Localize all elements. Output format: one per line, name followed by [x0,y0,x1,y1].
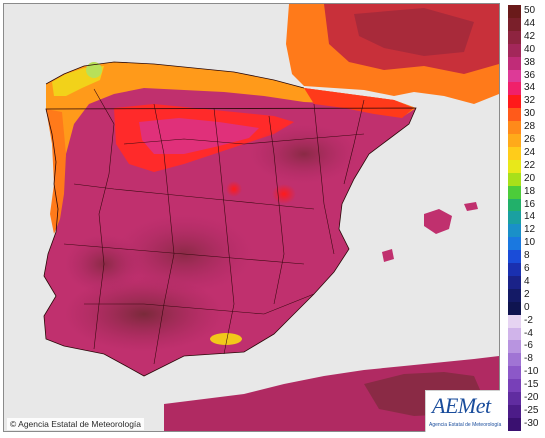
mallorca-island [424,209,452,234]
galicia-green-patch [86,62,102,78]
legend-swatch [508,314,521,328]
ibiza-island [382,249,394,262]
iberian-system-red [272,184,296,204]
legend-swatch [508,211,521,225]
legend-label: 8 [524,250,530,262]
legend-swatch [508,327,521,341]
legend-swatch [508,185,521,199]
legend-label: 10 [524,237,536,249]
pyrenees-band [304,88,414,118]
legend-label: 4 [524,275,530,287]
legend-swatch [508,224,521,238]
sierra-nevada-cool-zone [210,333,242,345]
legend-label: 50 [524,5,536,16]
legend-label: 34 [524,82,536,94]
legend-label: -4 [524,327,533,339]
legend-label: 2 [524,288,530,300]
legend-label: -8 [524,353,533,365]
legend-swatch [508,301,521,316]
legend-swatch [508,198,521,212]
aemet-logo: AEMet Agencia Estatal de Meteorología [425,390,502,432]
legend-label: 40 [524,43,536,55]
portugal-coast-strip [46,109,66,234]
legend-swatch [508,95,521,109]
legend-label: 12 [524,224,536,236]
legend-swatch [508,237,521,251]
legend-swatch [508,404,521,419]
aemet-logo-subtitle: Agencia Estatal de Meteorología [429,422,502,428]
legend-swatch [508,17,521,32]
legend-label: 38 [524,56,536,68]
legend-label: -15 [524,379,539,391]
legend-label: 32 [524,95,536,107]
legend-label: 18 [524,185,536,197]
guadalquivir-hot-zone [64,276,224,352]
legend-swatch [508,134,521,148]
legend-label: -25 [524,404,539,416]
legend-swatch [508,121,521,135]
legend-swatch [508,417,521,432]
temperature-legend: 50 44 42 40 38 36 34 32 30 28 26 24 22 20 18 16 14 12 10 8 6… [508,5,545,435]
legend-swatch [508,146,521,161]
legend-swatch [508,379,521,393]
legend-label: 16 [524,198,536,210]
legend-label: 0 [524,301,530,313]
aemet-logo-mark: AEMet [432,393,491,418]
map-canvas [4,4,499,431]
copyright-notice: © Agencia Estatal de Meteorología [7,418,145,430]
legend-swatch [508,366,521,380]
legend-swatch [508,288,521,303]
legend-label: -6 [524,340,533,352]
legend-swatch [508,250,521,264]
legend-label: -20 [524,392,539,403]
legend-label: -30 [524,417,539,429]
legend-label: 14 [524,211,536,223]
legend-swatch [508,159,521,174]
province-borders [63,88,365,365]
legend-swatch [508,108,521,122]
legend-swatch [508,340,521,354]
legend-swatch [508,30,521,45]
temperature-map [3,3,500,432]
legend-label: 42 [524,30,536,42]
legend-label: 20 [524,172,536,184]
legend-label: 26 [524,134,536,145]
ebro-hot-zone [249,124,359,184]
legend-label: -10 [524,366,539,378]
legend-label: 44 [524,17,536,29]
legend-label: 6 [524,263,530,274]
central-red-spot [226,181,242,197]
legend-swatch [508,353,521,367]
legend-swatch [508,5,521,19]
legend-label: 36 [524,69,536,81]
legend-swatch [508,69,521,83]
legend-swatch [508,43,521,58]
legend-swatch [508,56,521,70]
legend-label: 28 [524,121,536,133]
menorca-island [464,202,478,211]
legend-swatch [508,275,521,290]
legend-swatch [508,263,521,277]
legend-label: 24 [524,146,536,158]
legend-label: 30 [524,108,536,120]
france-hottest-zone [354,8,474,56]
legend-label: -2 [524,314,533,326]
legend-swatch [508,82,521,96]
coastline [43,61,417,377]
legend-swatch [508,172,521,187]
legend-swatch [508,392,521,406]
north-central-magenta [139,118,259,154]
legend-label: 22 [524,159,536,171]
